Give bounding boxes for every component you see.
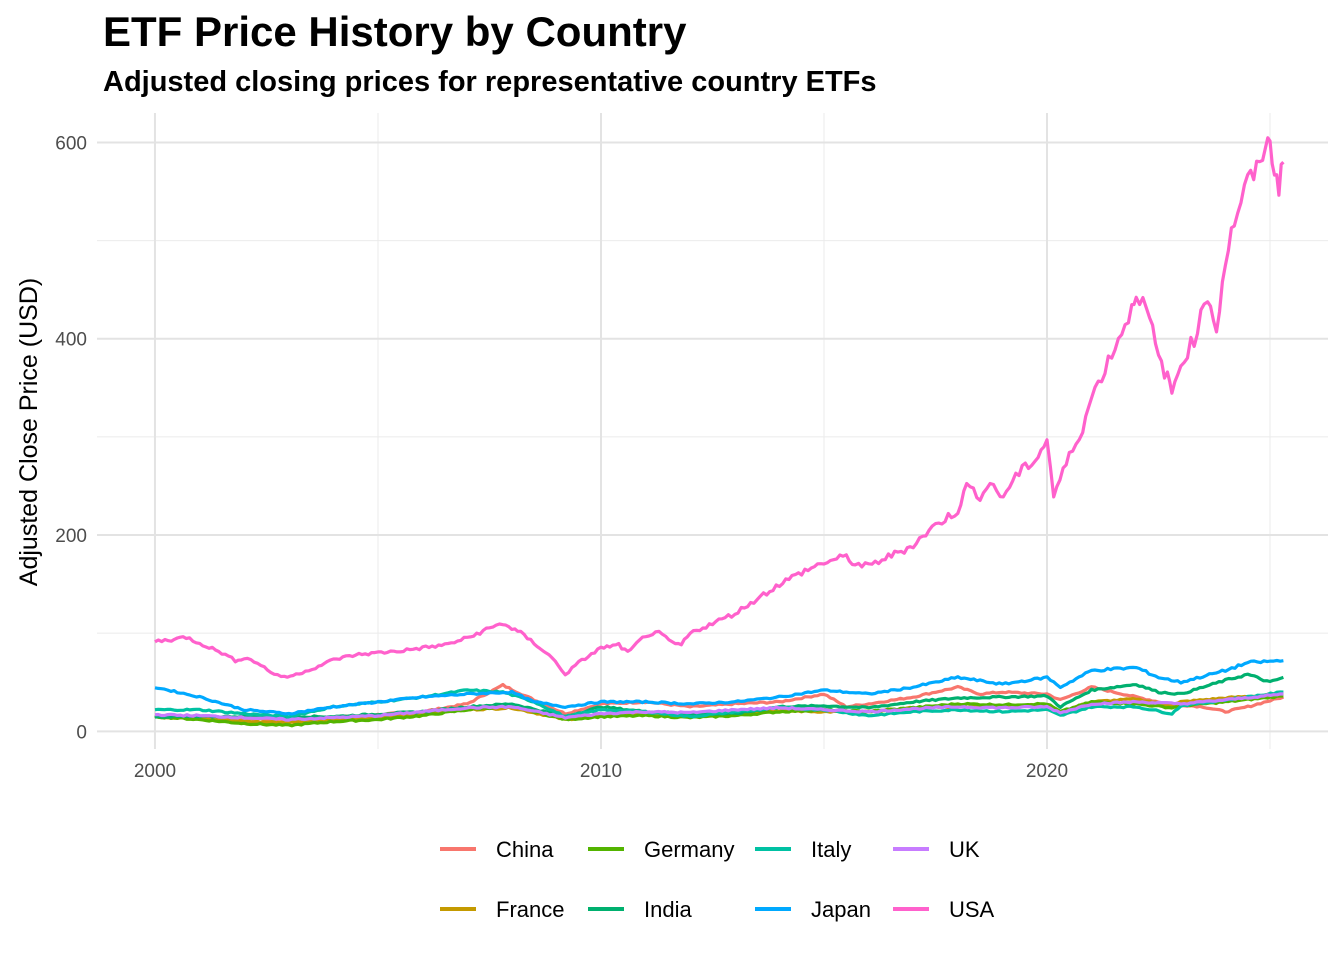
series-lines bbox=[154, 136, 1285, 728]
legend-label-usa: USA bbox=[949, 897, 995, 922]
x-tick-label: 2000 bbox=[134, 761, 176, 782]
y-tick-label: 200 bbox=[55, 526, 87, 547]
y-axis-title: Adjusted Close Price (USD) bbox=[15, 278, 43, 586]
x-tick-label: 2010 bbox=[580, 761, 622, 782]
y-tick-label: 400 bbox=[55, 330, 87, 351]
major-gridlines bbox=[97, 113, 1328, 749]
chart-title: ETF Price History by Country bbox=[103, 8, 687, 55]
y-tick-label: 0 bbox=[76, 722, 87, 743]
y-tick-label: 600 bbox=[55, 133, 87, 154]
x-tick-label: 2020 bbox=[1026, 761, 1068, 782]
legend-label-germany: Germany bbox=[644, 837, 734, 862]
y-axis-ticks: 0 200 400 600 bbox=[55, 133, 87, 743]
series-line-japan bbox=[154, 658, 1284, 716]
series-line-uk bbox=[154, 692, 1284, 722]
legend-label-japan: Japan bbox=[811, 897, 871, 922]
legend-label-uk: UK bbox=[949, 837, 980, 862]
chart-subtitle: Adjusted closing prices for representati… bbox=[103, 66, 877, 98]
x-axis-ticks: 2000 2010 2020 bbox=[134, 761, 1068, 782]
series-line-usa bbox=[154, 136, 1285, 679]
series-line-germany bbox=[154, 694, 1284, 728]
legend-label-india: India bbox=[644, 897, 692, 922]
legend-label-france: France bbox=[496, 897, 564, 922]
legend: China France Germany India Italy Japan UK USA bbox=[440, 837, 995, 922]
minor-gridlines bbox=[97, 113, 1328, 749]
legend-label-china: China bbox=[496, 837, 554, 862]
legend-label-italy: Italy bbox=[811, 837, 851, 862]
